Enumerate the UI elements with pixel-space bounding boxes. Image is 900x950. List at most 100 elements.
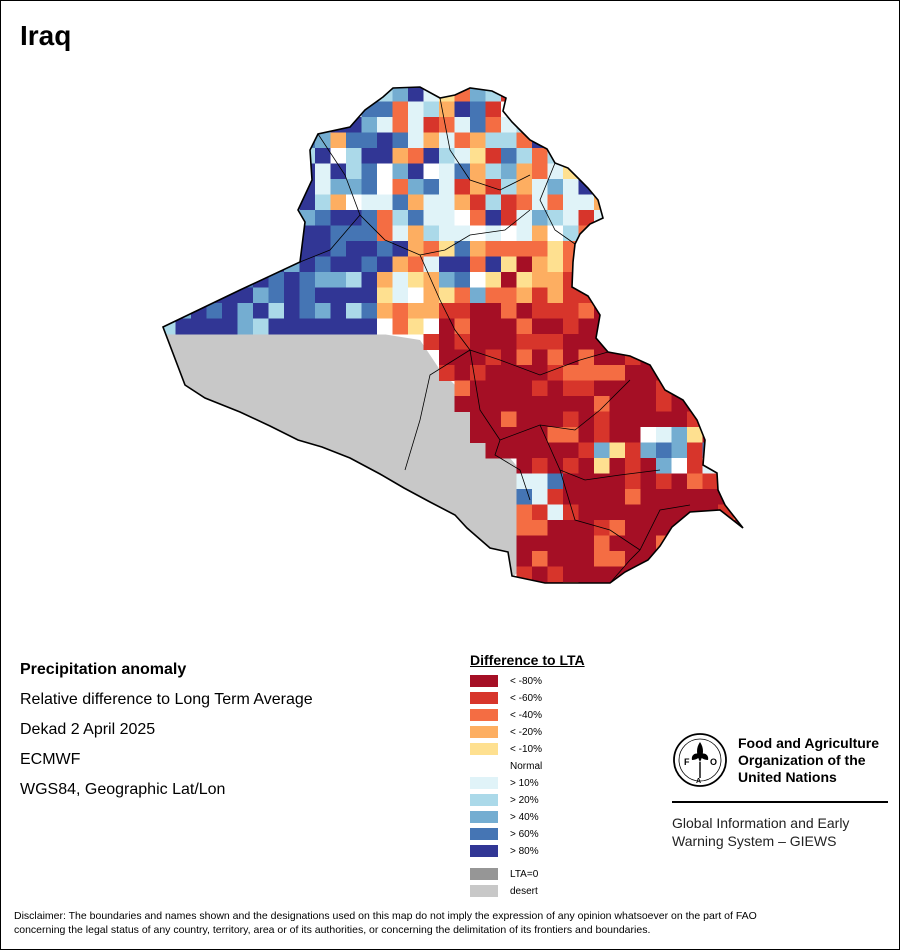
anomaly-cell (547, 582, 564, 583)
anomaly-cell (640, 535, 657, 552)
anomaly-cell (733, 380, 743, 397)
anomaly-cell (423, 179, 440, 195)
anomaly-cell (625, 148, 641, 164)
anomaly-cell (547, 210, 564, 226)
anomaly-cell (625, 380, 641, 397)
legend-swatch (470, 828, 498, 840)
anomaly-cell (470, 365, 486, 381)
anomaly-cell (454, 256, 471, 273)
info-line-4: WGS84, Geographic Lat/Lon (20, 781, 226, 798)
anomaly-cell (439, 365, 455, 381)
legend-item: < -60% (470, 690, 585, 707)
anomaly-cell (532, 365, 548, 381)
anomaly-cell (625, 566, 641, 583)
anomaly-cell (516, 473, 533, 490)
anomaly-cell (191, 179, 207, 195)
anomaly-cell (733, 241, 743, 257)
anomaly-cell (237, 303, 254, 319)
anomaly-cell (501, 179, 517, 195)
legend-item: LTA=0 (470, 866, 585, 883)
anomaly-cell (702, 225, 719, 242)
fao-org-line-2: Organization of the (738, 752, 866, 768)
anomaly-cell (470, 101, 486, 118)
anomaly-cell (594, 442, 610, 459)
anomaly-cell (656, 396, 672, 412)
anomaly-cell (625, 303, 641, 319)
anomaly-cell (656, 256, 672, 273)
anomaly-cell (284, 210, 300, 226)
anomaly-cell (749, 412, 765, 428)
anomaly-cell (516, 210, 533, 226)
anomaly-cell (532, 287, 548, 304)
anomaly-cell (578, 582, 595, 583)
anomaly-cell (749, 381, 765, 397)
anomaly-cell (625, 132, 641, 149)
anomaly-cell (563, 396, 579, 412)
anomaly-cell (671, 179, 688, 195)
legend-item: > 80% (470, 843, 585, 860)
anomaly-cell (687, 225, 703, 242)
anomaly-cell (315, 163, 331, 180)
anomaly-cell (423, 256, 440, 273)
anomaly-cell (609, 132, 626, 149)
anomaly-cell (687, 303, 703, 319)
anomaly-cell (206, 101, 223, 118)
anomaly-cell (687, 210, 703, 226)
anomaly-cell (656, 179, 672, 195)
anomaly-cell (206, 256, 223, 273)
anomaly-cell (749, 210, 765, 226)
anomaly-cell (563, 241, 579, 257)
anomaly-cell (594, 256, 610, 273)
legend-item: < -20% (470, 724, 585, 741)
anomaly-cell (594, 349, 610, 366)
anomaly-cell (284, 101, 300, 118)
anomaly-cell (749, 272, 765, 288)
anomaly-cell (237, 132, 254, 149)
anomaly-cell (175, 179, 192, 195)
anomaly-cell (485, 194, 502, 211)
anomaly-cell (253, 256, 269, 273)
anomaly-cell (175, 132, 192, 149)
anomaly-cell (594, 117, 610, 133)
anomaly-cell (671, 535, 688, 552)
anomaly-cell (439, 303, 455, 319)
anomaly-cell (532, 473, 548, 490)
anomaly-cell (532, 117, 548, 133)
anomaly-cell (594, 303, 610, 319)
anomaly-cell (625, 225, 641, 242)
anomaly-cell (578, 210, 595, 226)
anomaly-cell (284, 148, 300, 164)
anomaly-cell (671, 210, 688, 226)
anomaly-cell (439, 163, 455, 180)
legend-label: desert (510, 886, 538, 897)
anomaly-cell (609, 210, 626, 226)
legend-label: < -80% (510, 676, 542, 687)
anomaly-cell (439, 179, 455, 195)
anomaly-cell (578, 520, 595, 536)
anomaly-cell (656, 458, 672, 474)
anomaly-cell (718, 241, 734, 257)
anomaly-cell (206, 272, 223, 288)
anomaly-cell (718, 458, 734, 474)
anomaly-cell (671, 117, 688, 133)
legend-item: < -40% (470, 707, 585, 724)
anomaly-cell (516, 225, 533, 242)
anomaly-cell (718, 334, 734, 350)
anomaly-cell (501, 303, 517, 319)
anomaly-cell (163, 194, 176, 211)
anomaly-cell (163, 101, 176, 118)
anomaly-cell (640, 411, 657, 428)
anomaly-cell (268, 194, 285, 211)
anomaly-cell (687, 318, 703, 335)
anomaly-cell (361, 210, 378, 226)
anomaly-cell (501, 225, 517, 242)
anomaly-cell (516, 442, 533, 459)
anomaly-cell (501, 442, 517, 459)
province-boundary (469, 349, 501, 441)
anomaly-cell (346, 117, 362, 133)
anomaly-cell (656, 442, 672, 459)
anomaly-cell (222, 303, 238, 319)
disclaimer-line-1: Disclaimer: The boundaries and names sho… (14, 910, 757, 922)
anomaly-cell (315, 132, 331, 149)
anomaly-cell (702, 566, 719, 583)
